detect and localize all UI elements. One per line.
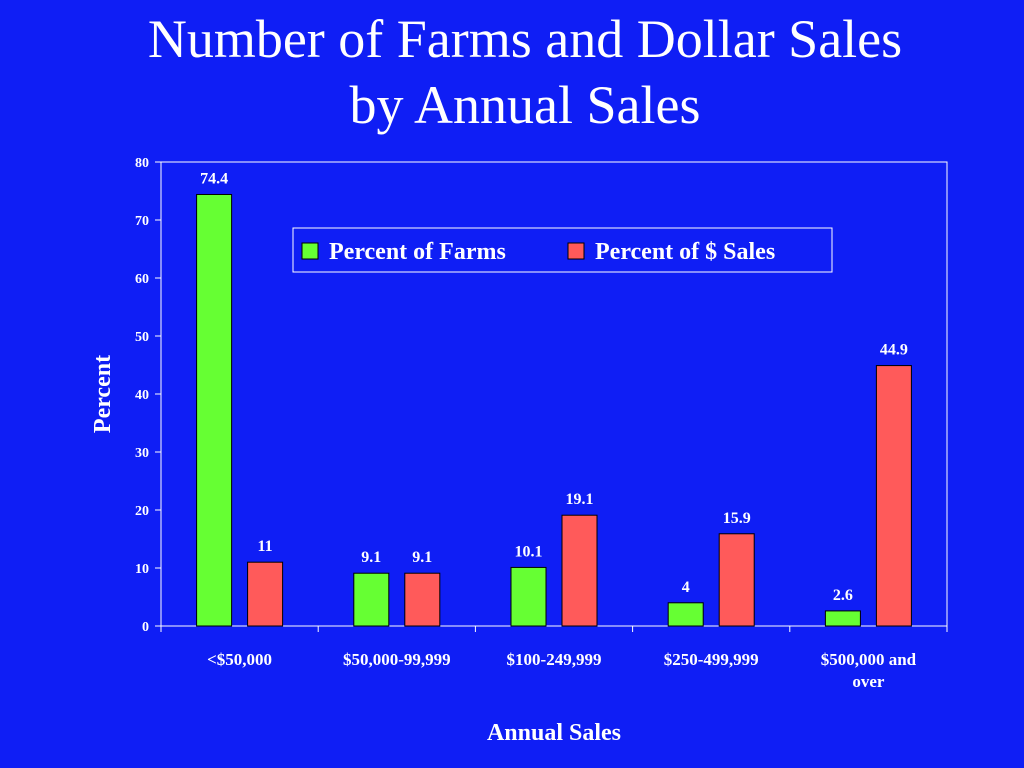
x-category-label: over (852, 672, 885, 691)
x-axis-title: Annual Sales (487, 720, 621, 746)
title-line-1: Number of Farms and Dollar Sales (147, 9, 903, 69)
y-tick-label: 80 (135, 156, 149, 171)
y-tick-label: 60 (135, 272, 149, 287)
y-tick-label: 40 (135, 388, 149, 403)
chart-legend: Percent of Farms Percent of $ Sales (292, 227, 833, 273)
y-tick-label: 0 (142, 620, 149, 635)
data-label: 2.6 (833, 587, 853, 604)
data-label: 44.9 (880, 342, 908, 359)
x-category-label: $250-499,999 (664, 650, 759, 669)
bar-farms (353, 572, 390, 627)
data-label: 15.9 (723, 510, 751, 527)
legend-label-farms: Percent of Farms (329, 239, 506, 265)
slide-title: Number of Farms and Dollar Sales by Annu… (0, 6, 1024, 138)
bar-sales (404, 572, 441, 627)
y-axis-title: Percent (90, 355, 116, 433)
x-category-label: $100-249,999 (507, 650, 602, 669)
x-category-label: $500,000 and (821, 650, 917, 669)
bar-sales (718, 533, 755, 627)
data-label: 10.1 (515, 543, 543, 560)
y-tick-label: 10 (135, 562, 149, 577)
x-category-label: $50,000-99,999 (343, 650, 451, 669)
legend-box (292, 227, 833, 273)
chart-labels: 74.4 9.1 10.1 4 2.6 11 9.1 19.1 15.9 44.9 (200, 170, 908, 603)
data-label: 4 (682, 579, 690, 596)
y-tick-label: 50 (135, 330, 149, 345)
legend-swatch-sales (567, 242, 585, 260)
title-line-2: by Annual Sales (349, 75, 701, 135)
data-label: 74.4 (200, 170, 228, 187)
bar-farms (196, 193, 233, 627)
data-label: 11 (258, 538, 273, 555)
bar-farms (510, 566, 547, 627)
y-tick-label: 20 (135, 504, 149, 519)
bar-farms (824, 610, 861, 627)
y-tick-label: 70 (135, 214, 149, 229)
bar-sales (561, 514, 598, 627)
data-label: 9.1 (412, 549, 432, 566)
bar-sales (247, 561, 284, 627)
data-label: 19.1 (566, 491, 594, 508)
y-tick-label: 30 (135, 446, 149, 461)
chart-axes: 0 10 20 30 40 50 60 70 80 <$50,000 $50,000-99,999 $… (90, 156, 948, 746)
x-category-label: <$50,000 (207, 650, 272, 669)
bar-farms (667, 602, 704, 627)
legend-label-sales: Percent of $ Sales (595, 239, 775, 265)
legend-swatch-farms (301, 242, 319, 260)
data-label: 9.1 (361, 549, 381, 566)
bar-sales (875, 365, 912, 627)
chart-bars (196, 193, 912, 627)
